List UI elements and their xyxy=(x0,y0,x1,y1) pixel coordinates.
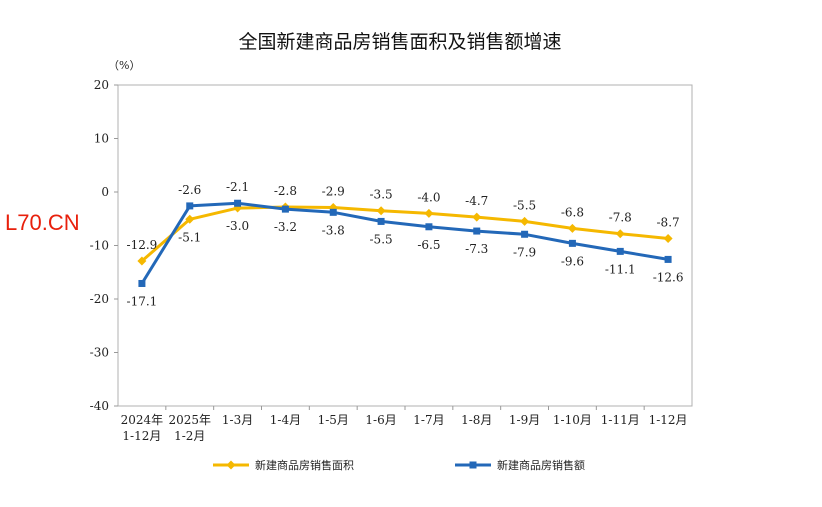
y-tick-label: -20 xyxy=(90,292,109,306)
point-marker-0 xyxy=(137,256,147,266)
point-marker-0 xyxy=(520,216,530,226)
point-marker-1 xyxy=(234,199,242,207)
y-tick-label: -10 xyxy=(90,239,109,253)
data-label: -11.1 xyxy=(605,262,636,276)
data-label: -3.0 xyxy=(226,219,249,233)
point-marker-1 xyxy=(138,279,146,287)
data-label: -6.5 xyxy=(417,238,440,252)
point-marker-0 xyxy=(567,223,577,233)
unit-label: （%） xyxy=(108,59,140,72)
data-label: -4.0 xyxy=(417,190,440,204)
point-marker-1 xyxy=(425,223,433,231)
x-tick-label: 1-4月 xyxy=(270,413,301,427)
data-label: -12.9 xyxy=(127,238,158,252)
data-label: -4.7 xyxy=(465,194,488,208)
data-label: -2.1 xyxy=(226,180,249,194)
chart-title: 全国新建商品房销售面积及销售额增速 xyxy=(238,31,561,53)
data-label: -2.6 xyxy=(178,183,201,197)
data-label: -5.5 xyxy=(370,232,393,246)
watermark: L70.CN xyxy=(5,210,80,235)
point-marker-0 xyxy=(376,206,386,216)
point-marker-1 xyxy=(377,217,385,225)
x-tick-label: 1-5月 xyxy=(318,413,349,427)
point-marker-1 xyxy=(568,239,576,247)
point-marker-0 xyxy=(185,214,195,224)
point-marker-0 xyxy=(615,229,625,239)
data-label: -3.5 xyxy=(370,188,393,202)
plot-frame xyxy=(117,84,693,407)
point-marker-1 xyxy=(329,208,337,216)
x-tick-label: 1-8月 xyxy=(461,413,492,427)
x-tick-label: 1-3月 xyxy=(222,413,253,427)
y-tick-label: 10 xyxy=(94,132,109,146)
x-tick-label: 1-9月 xyxy=(509,413,540,427)
data-labels: -12.9 -17.1 -5.1 -2.6 -3.0 -2.1 -2.8 -3.2 -2.9 -3… xyxy=(127,180,684,308)
y-tick-label: 20 xyxy=(94,78,109,92)
x-tick-label: 2024年 xyxy=(121,413,164,427)
data-label: -8.7 xyxy=(657,216,680,230)
data-label: -3.2 xyxy=(274,220,297,234)
legend-marker-0 xyxy=(226,460,236,470)
legend: 新建商品房销售面积 新建商品房销售额 xyxy=(213,458,585,472)
point-marker-0 xyxy=(472,212,482,222)
data-label: -12.6 xyxy=(653,270,684,284)
series-layer xyxy=(137,199,673,287)
x-tick-label: 1-10月 xyxy=(553,413,592,427)
point-marker-0 xyxy=(663,234,673,244)
data-label: -7.9 xyxy=(513,245,536,259)
y-axis: 20 10 0 -10 -20 -30 -40 xyxy=(90,78,118,413)
x-tick-label: 1-11月 xyxy=(601,413,640,427)
series-line-0 xyxy=(140,205,669,263)
data-label: -3.8 xyxy=(322,223,345,237)
data-label: -2.9 xyxy=(322,185,345,199)
point-marker-0 xyxy=(424,208,434,218)
data-label: -2.8 xyxy=(274,184,297,198)
point-marker-1 xyxy=(521,230,529,238)
y-tick-label: -40 xyxy=(90,399,109,413)
x-axis: 2024年 1-12月 2025年 1-2月 1-3月 1-4月 1-5月 1-6月 1-7月 1… xyxy=(121,406,688,443)
data-label: -9.6 xyxy=(561,254,584,268)
data-label: -6.8 xyxy=(561,205,584,219)
point-marker-1 xyxy=(473,227,481,235)
x-tick-label: 1-12月 xyxy=(649,413,688,427)
data-label: -17.1 xyxy=(127,294,158,308)
series-line-1 xyxy=(140,201,669,285)
x-tick-label: 1-6月 xyxy=(365,413,396,427)
point-marker-1 xyxy=(616,247,624,255)
data-label: -5.1 xyxy=(178,230,201,244)
legend-label-1: 新建商品房销售额 xyxy=(497,458,585,472)
y-tick-label: -30 xyxy=(90,346,109,360)
y-tick-label: 0 xyxy=(101,185,109,199)
x-tick-label-line2: 1-12月 xyxy=(122,429,161,443)
point-marker-1 xyxy=(664,255,672,263)
x-tick-label-line2: 1-2月 xyxy=(174,429,205,443)
x-tick-label: 2025年 xyxy=(168,413,211,427)
legend-label-0: 新建商品房销售面积 xyxy=(255,458,354,472)
data-label: -5.5 xyxy=(513,198,536,212)
point-marker-1 xyxy=(186,202,194,210)
x-tick-label: 1-7月 xyxy=(413,413,444,427)
point-marker-1 xyxy=(281,205,289,213)
data-label: -7.8 xyxy=(609,211,632,225)
legend-marker-1 xyxy=(469,461,477,469)
data-label: -7.3 xyxy=(465,242,488,256)
